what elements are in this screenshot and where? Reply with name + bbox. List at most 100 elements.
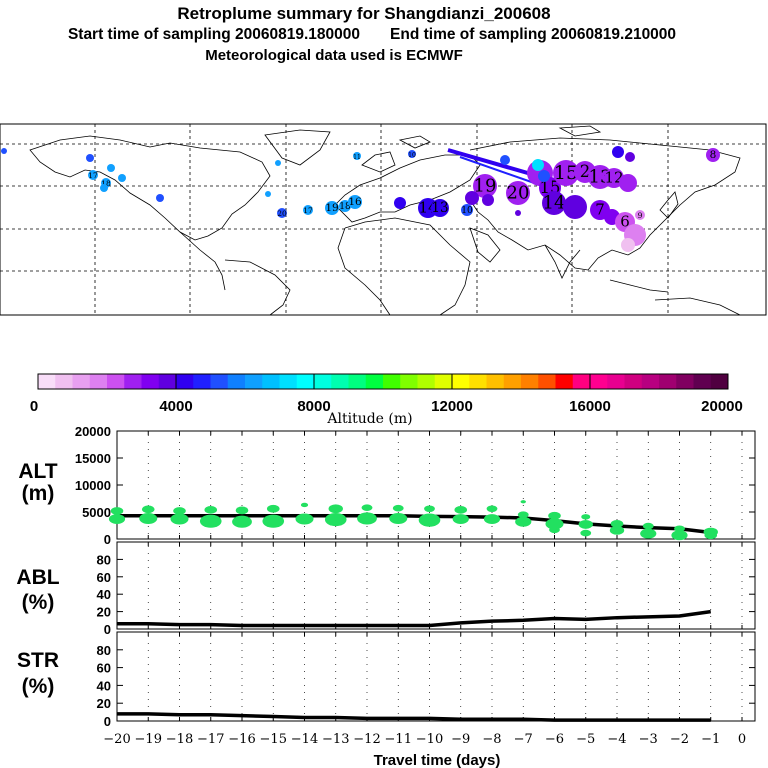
colorbar-cell — [469, 374, 487, 389]
colorbar-cell — [521, 374, 539, 389]
y-tick-label: 20 — [97, 696, 111, 711]
plume-cluster-marker — [532, 159, 544, 171]
plume-cluster-marker — [539, 177, 561, 199]
series-line-str — [117, 712, 711, 722]
colorbar-cell — [710, 374, 729, 389]
altitude-cluster-point — [610, 520, 624, 528]
altitude-cluster-point — [389, 512, 408, 524]
x-tick-label: 0 — [738, 732, 746, 747]
altitude-cluster-point — [418, 513, 441, 527]
colorbar-tick-label: 0 — [30, 398, 38, 415]
x-tick-label: −6 — [545, 732, 564, 747]
x-tick-label: −1 — [701, 732, 720, 747]
panel-title: ALT — [18, 460, 57, 483]
colorbar-cell — [210, 374, 229, 389]
plume-cluster-marker — [275, 160, 281, 166]
x-tick-label: −11 — [385, 732, 412, 747]
plume-cluster-marker — [612, 146, 624, 158]
y-tick-label: 20000 — [75, 424, 111, 439]
altitude-cluster-point — [548, 511, 561, 520]
plume-cluster-marker — [553, 160, 579, 186]
colorbar-cell — [400, 374, 418, 389]
plume-day-label: 18 — [339, 202, 351, 212]
panel-title: STR — [17, 649, 59, 672]
colorbar-cell — [227, 374, 246, 389]
sampling-times: Start time of sampling 20060819.180000 En… — [0, 26, 756, 44]
plume-cluster-marker — [625, 152, 635, 162]
plume-day-label: 13 — [589, 166, 612, 187]
altitude-cluster-point — [640, 528, 657, 539]
x-tick-label: −2 — [670, 732, 689, 747]
colorbar-cell — [55, 374, 73, 389]
plume-cluster-marker — [418, 198, 438, 218]
plume-cluster-marker — [86, 154, 94, 162]
x-tick-label: −16 — [228, 732, 255, 747]
plume-day-label: 14 — [418, 199, 437, 217]
plume-cluster-marker — [353, 152, 361, 160]
altitude-cluster-point — [110, 507, 124, 515]
altitude-cluster-point — [235, 506, 249, 515]
panel-abl: ABL(%) 0 20 40 60 80 — [16, 541, 756, 637]
plume-cluster-marker — [1, 148, 7, 154]
colorbar-cell — [193, 374, 211, 389]
colorbar-cell — [314, 374, 332, 389]
colorbar-cell — [555, 374, 574, 389]
plume-cluster-marker — [538, 170, 550, 182]
colorbar-cell — [590, 374, 608, 389]
plume-cluster-marker — [394, 197, 406, 209]
colorbar-tick-label: 16000 — [569, 398, 611, 415]
coastlines — [29, 125, 741, 316]
colorbar-cell — [348, 374, 367, 389]
colorbar-cell — [452, 374, 470, 389]
y-tick-label: 20 — [97, 605, 111, 620]
plume-day-label: 17 — [303, 206, 313, 215]
x-tick-label: −13 — [322, 732, 349, 747]
altitude-cluster-point — [703, 527, 718, 537]
altitude-cluster-point — [199, 514, 222, 528]
plume-day-label: 17 — [88, 171, 98, 180]
plume-cluster-marker — [635, 210, 645, 220]
x-tick-label: −20 — [103, 732, 130, 747]
plume-cluster-marker — [500, 155, 510, 165]
altitude-cluster-point — [204, 505, 218, 514]
trajectory-line — [447, 148, 546, 180]
colorbar-cell — [38, 374, 56, 389]
plume-cluster-marker — [325, 201, 339, 215]
x-tick-label: −17 — [197, 732, 224, 747]
colorbar-cell — [124, 374, 142, 389]
start-time-label: Start time of sampling 20060819.180000 — [67, 26, 361, 43]
x-tick-label: −19 — [135, 732, 162, 747]
altitude-cluster-point — [671, 530, 688, 541]
plume-cluster-marker — [706, 148, 720, 162]
plume-cluster-marker — [277, 208, 287, 218]
plume-day-label: 15 — [554, 162, 578, 184]
plume-cluster-marker — [348, 195, 362, 209]
altitude-cluster-point — [266, 504, 280, 513]
x-tick-label: −18 — [166, 732, 193, 747]
altitude-cluster-point — [170, 513, 189, 525]
altitude-cluster-point — [580, 529, 592, 537]
plume-day-label: 12 — [604, 169, 623, 187]
panel-title: ABL — [16, 566, 59, 589]
y-tick-label: 80 — [97, 552, 111, 567]
altitude-cluster-point — [704, 531, 718, 540]
plume-cluster-marker — [118, 174, 126, 182]
plume-day-label: 13 — [431, 200, 448, 216]
colorbar-cell — [693, 374, 712, 389]
x-tick-label: −15 — [260, 732, 287, 747]
trajectory-line — [459, 156, 541, 186]
colorbar-cell — [503, 374, 522, 389]
altitude-cluster-point — [486, 505, 498, 513]
plume-day-label: 19 — [474, 175, 497, 196]
plume-cluster-marker — [482, 194, 494, 206]
colorbar-cell — [176, 374, 194, 389]
plume-cluster-marker — [621, 238, 635, 252]
colorbar-cell — [245, 374, 263, 389]
altitude-cluster-point — [324, 512, 347, 527]
plume-cluster-marker — [515, 210, 521, 216]
altitude-cluster-point — [452, 514, 469, 524]
altitude-cluster-point — [642, 522, 654, 530]
altitude-cluster-point — [454, 505, 468, 514]
y-tick-label: 60 — [97, 661, 111, 676]
